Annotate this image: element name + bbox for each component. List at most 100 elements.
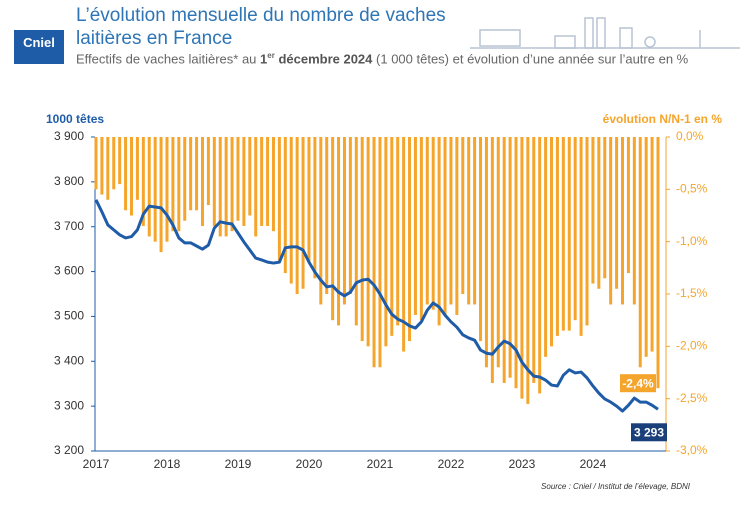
bar	[301, 137, 305, 289]
y-tick-label: 3 600	[54, 264, 84, 278]
bar	[514, 137, 518, 389]
bar	[390, 137, 394, 336]
chart-subtitle: Effectifs de vaches laitières* au 1er dé…	[76, 51, 688, 66]
bar	[419, 137, 423, 321]
bar-value-label: -2,4%	[620, 374, 656, 393]
y-tick-label: 3 300	[54, 398, 84, 412]
bar	[644, 137, 648, 357]
bar	[408, 137, 412, 342]
bar	[597, 137, 601, 289]
bar	[496, 137, 500, 368]
bar	[260, 137, 264, 226]
bar	[360, 137, 364, 342]
bar	[484, 137, 488, 368]
y-tick-label: 3 900	[54, 129, 84, 143]
x-tick-label: 2024	[580, 457, 607, 471]
x-tick-label: 2018	[154, 457, 181, 471]
bar	[508, 137, 512, 378]
bar	[206, 137, 210, 206]
bar	[195, 137, 199, 211]
line-value-label: 3 293	[634, 425, 664, 439]
bar	[159, 137, 163, 253]
bar	[479, 137, 483, 342]
bar-value-label-box	[620, 374, 656, 393]
bar	[118, 137, 122, 185]
line-value-label: 3 293	[631, 423, 667, 442]
bar-value-label: -2,4%	[622, 376, 654, 390]
bar	[591, 137, 595, 284]
bar	[354, 137, 358, 326]
bar	[283, 137, 287, 274]
bar	[271, 137, 275, 232]
bar	[461, 137, 465, 294]
bar	[112, 137, 116, 190]
bar	[141, 137, 145, 226]
bar	[609, 137, 613, 305]
y2-tick-label: -2,5%	[676, 391, 708, 405]
bar	[526, 137, 530, 404]
bar	[366, 137, 370, 347]
x-tick-label: 2019	[225, 457, 252, 471]
bar	[555, 137, 559, 336]
bar	[230, 137, 234, 232]
bar	[638, 137, 642, 368]
bar	[431, 137, 435, 310]
bar	[615, 137, 619, 289]
bar	[443, 137, 447, 315]
y-tick-label: 3 800	[54, 174, 84, 188]
bar	[295, 137, 299, 294]
bar	[650, 137, 654, 352]
y2-tick-label: -1,5%	[676, 286, 708, 300]
bar	[585, 137, 589, 326]
bar	[467, 137, 471, 305]
bar	[100, 137, 104, 195]
line-value-label-box	[631, 423, 667, 442]
x-tick-label: 2022	[438, 457, 465, 471]
y2-tick-label: -0,5%	[676, 182, 708, 196]
bar	[147, 137, 151, 237]
y2-tick-label: -2,0%	[676, 339, 708, 353]
subtitle-sup: er	[267, 51, 275, 60]
y-tick-label: 3 500	[54, 309, 84, 323]
bar	[538, 137, 542, 394]
bar	[342, 137, 346, 305]
bar	[325, 137, 329, 294]
bar	[348, 137, 352, 294]
bar	[319, 137, 323, 305]
bar	[437, 137, 441, 326]
bar	[378, 137, 382, 368]
bar	[413, 137, 417, 315]
x-tick-label: 2017	[83, 457, 110, 471]
x-tick-label: 2021	[367, 457, 394, 471]
bar	[135, 137, 139, 200]
bar	[277, 137, 281, 263]
y2-tick-label: -3,0%	[676, 443, 708, 457]
bar	[129, 137, 133, 216]
subtitle-text: (1 000 têtes) et évolution d’une année s…	[372, 51, 689, 67]
bar	[567, 137, 571, 331]
y-tick-label: 3 700	[54, 219, 84, 233]
bar	[218, 137, 222, 237]
bar	[331, 137, 335, 321]
bar	[212, 137, 216, 226]
bar	[165, 137, 169, 242]
bar	[473, 137, 477, 305]
y-axis-title: 1000 têtes	[46, 112, 104, 126]
source: Source : Cniel / Institut de l’élevage, …	[541, 482, 691, 491]
bar	[626, 137, 630, 274]
y-tick-label: 3 400	[54, 353, 84, 367]
bar	[490, 137, 494, 383]
subtitle-bold: décembre 2024	[274, 51, 373, 67]
subtitle-bold: 1	[260, 51, 268, 67]
bar	[171, 137, 175, 232]
bar	[189, 137, 193, 211]
bar	[632, 137, 636, 305]
y2-axis-title: évolution N/N-1 en %	[603, 112, 723, 126]
bar	[224, 137, 228, 237]
bar	[449, 137, 453, 305]
bar	[289, 137, 293, 284]
header-illustration	[470, 17, 740, 49]
bar	[384, 137, 388, 347]
bar	[106, 137, 110, 200]
